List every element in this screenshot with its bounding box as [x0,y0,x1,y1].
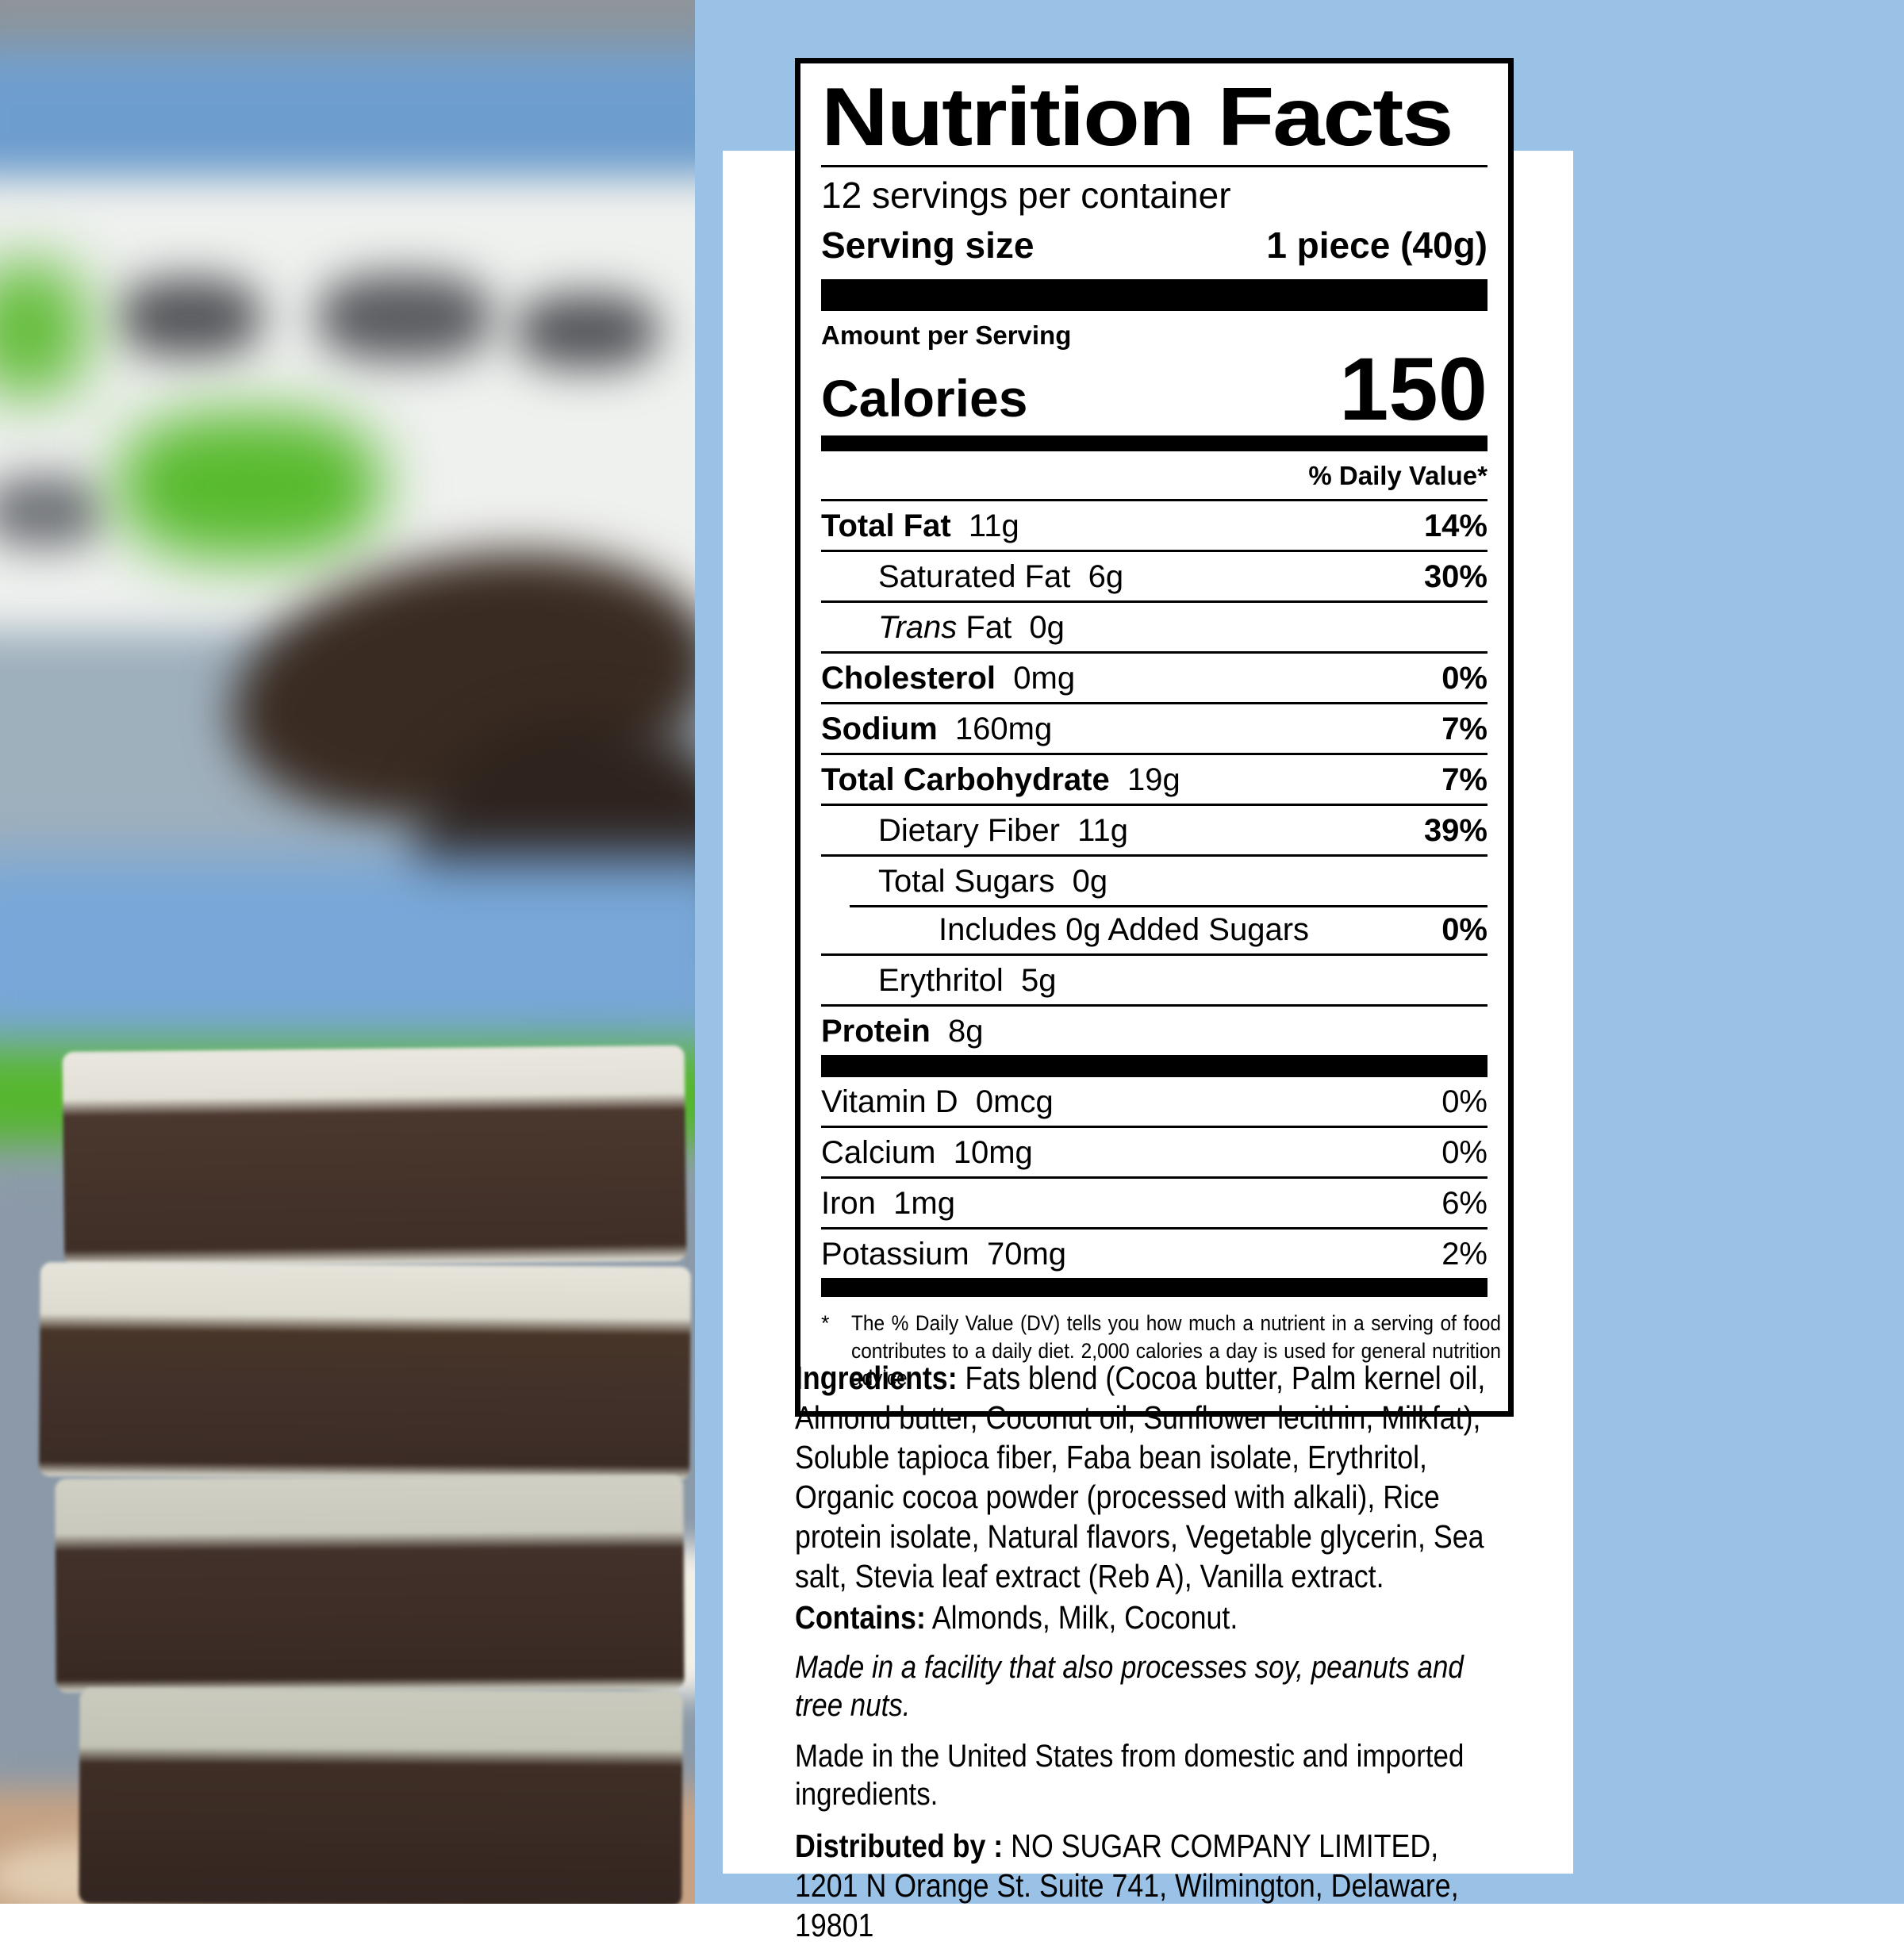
photo-box-blue-band [0,48,695,202]
chocolate-piece [55,1475,685,1694]
nutrient-row: Includes 0g Added Sugars 0% [821,905,1488,957]
photo-blurred-text-blob [0,476,103,547]
calories-row: Calories 150 [821,339,1488,439]
vitamin-row: Potassium 70mg 2% [821,1237,1488,1272]
footnote-text: The % Daily Value (DV) tells you how muc… [851,1311,1502,1391]
servings-per-container: 12 servings per container [821,175,1231,216]
contains-line: Contains: Almonds, Milk, Coconut. [795,1598,1518,1637]
nutrition-facts-title: Nutrition Facts [821,71,1454,163]
nutrient-row: Dietary Fiber 11g 39% [821,806,1488,857]
nutrition-label: Nutrition Facts 12 servings per containe… [795,58,1514,1417]
distributor-address: 1201 N Orange St. Suite 741, Wilmington,… [795,1867,1459,1943]
photo-blurred-text-blob [317,274,492,361]
nutrient-row: Trans Fat 0g [821,603,1488,654]
nutrient-row: Total Fat 11g 14% [821,501,1488,553]
origin-note: Made in the United States from domestic … [795,1739,1464,1812]
footnote: * The % Daily Value (DV) tells you how m… [821,1310,1501,1392]
divider-bar-thick [821,278,1488,311]
title-rule [821,165,1488,167]
distributor-label: Distributed by : [795,1828,1004,1864]
photo-blurred-text-blob [119,278,262,357]
nutrient-row: Saturated Fat 6g 30% [821,552,1488,604]
photo-green-accent [0,262,87,397]
chocolate-piece [62,1045,687,1268]
distributor-line: Distributed by : NO SUGAR COMPANY LIMITE… [795,1826,1518,1866]
divider-bar-medium [821,1055,1488,1078]
photo-blurred-text-blob [516,293,658,369]
chocolate-stack [17,1045,691,1904]
vitamin-row: Iron 1mg 6% [821,1179,1488,1230]
ingredients-paragraph: Ingredients: Fats blend (Cocoa butter, P… [795,1358,1518,1596]
divider-bar-medium [821,1278,1488,1298]
nutrient-row: Total Sugars 0g [878,864,1108,900]
vitamin-row: Calcium 10mg 0% [821,1128,1488,1180]
product-photo [0,0,695,1904]
ingredients-section: Ingredients: Fats blend (Cocoa butter, P… [795,1358,1518,1945]
ingredients-label: Ingredients: [795,1360,958,1396]
amount-per-serving-label: Amount per Serving [821,320,1072,350]
photo-box-blue-band-lower [0,857,695,1071]
distributor-name: NO SUGAR COMPANY LIMITED, [1003,1828,1439,1864]
footnote-asterisk: * [821,1311,830,1336]
serving-size-label: Serving size [821,224,1035,266]
ingredients-text: Fats blend (Cocoa butter, Palm kernel oi… [795,1360,1486,1594]
photo-green-badge-blob [119,412,381,559]
contains-text: Almonds, Milk, Coconut. [925,1599,1238,1636]
serving-size-row: Serving size 1 piece (40g) [821,224,1488,267]
divider-bar-medium [821,435,1488,452]
vitamin-row: Vitamin D 0mcg 0% [821,1077,1488,1129]
vitamin-rows: Vitamin D 0mcg 0% Calcium 10mg 0% Iron 1mg 6%… [821,1077,1488,1278]
contains-label: Contains: [795,1599,926,1636]
calories-label: Calories [821,369,1028,428]
nutrient-row: Erythritol 5g [821,956,1488,1007]
calories-value: 150 [1339,339,1488,439]
chocolate-piece [39,1262,691,1481]
nutrient-row: Sodium 160mg 7% [821,704,1488,756]
chocolate-piece [79,1688,683,1904]
nutrient-rows: Total Fat 11g 14% Saturated Fat 6g 30% Trans… [821,501,1488,1055]
nutrient-row: Protein 8g [821,1014,984,1049]
facility-note: Made in a facility that also processes s… [795,1650,1464,1723]
daily-value-header: % Daily Value* [821,451,1488,502]
serving-size-value: 1 piece (40g) [1266,224,1488,266]
nutrient-row: Cholesterol 0mg 0% [821,654,1488,705]
nutrient-row: Total Carbohydrate 19g 7% [821,755,1488,807]
distributor-block: Distributed by : NO SUGAR COMPANY LIMITE… [795,1826,1518,1945]
